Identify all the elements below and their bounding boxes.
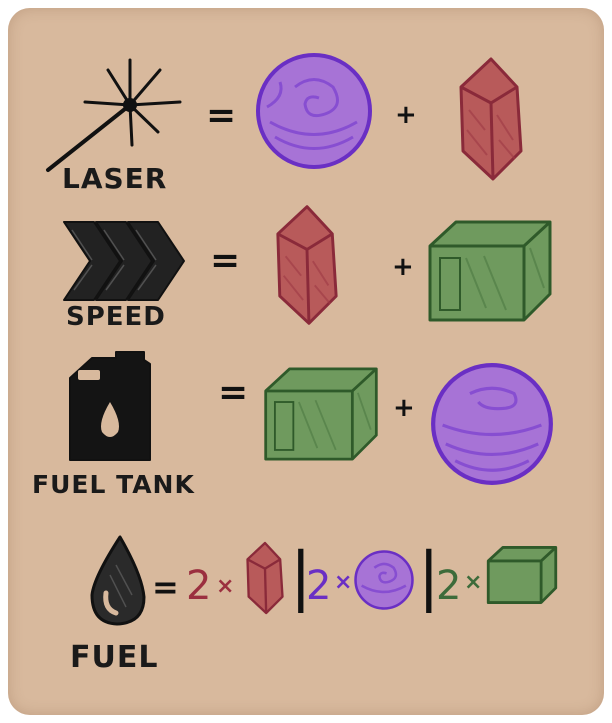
equals-sign: = xyxy=(210,240,241,281)
fuel-option-count: 2 xyxy=(186,563,212,609)
equals-sign: = xyxy=(152,568,179,606)
plus-sign: + xyxy=(392,252,414,282)
fuel-can-icon xyxy=(69,351,151,461)
equals-sign: = xyxy=(206,95,237,136)
green-cube-icon xyxy=(264,367,378,461)
recipe-name-fuel-tank: FUEL TANK xyxy=(32,470,195,499)
fuel-option-multiplier: × xyxy=(334,570,353,595)
fuel-option-multiplier: × xyxy=(464,570,483,595)
equals-sign: = xyxy=(218,372,249,413)
purple-orb-icon xyxy=(431,363,553,485)
green-cube-icon xyxy=(428,220,552,322)
red-crystal-icon xyxy=(276,205,338,325)
fuel-drop-icon xyxy=(90,535,146,626)
fuel-name: FUEL xyxy=(70,640,159,675)
purple-orb-icon xyxy=(256,53,372,169)
laser-icon xyxy=(46,58,182,172)
purple-orb-icon xyxy=(354,550,414,610)
recipe-name-laser: LASER xyxy=(62,162,168,195)
plus-sign: + xyxy=(395,100,417,130)
fuel-option-count: 2 xyxy=(306,563,332,609)
recipe-name-speed: SPEED xyxy=(66,302,166,332)
red-crystal-icon xyxy=(246,541,284,615)
green-cube-icon xyxy=(486,546,558,604)
speed-chevrons-icon xyxy=(63,221,185,301)
separator: | xyxy=(290,540,312,614)
separator: | xyxy=(418,540,440,614)
red-crystal-icon xyxy=(459,57,523,181)
fuel-option-count: 2 xyxy=(436,563,462,609)
plus-sign: + xyxy=(393,393,415,423)
fuel-option-multiplier: × xyxy=(216,574,235,599)
